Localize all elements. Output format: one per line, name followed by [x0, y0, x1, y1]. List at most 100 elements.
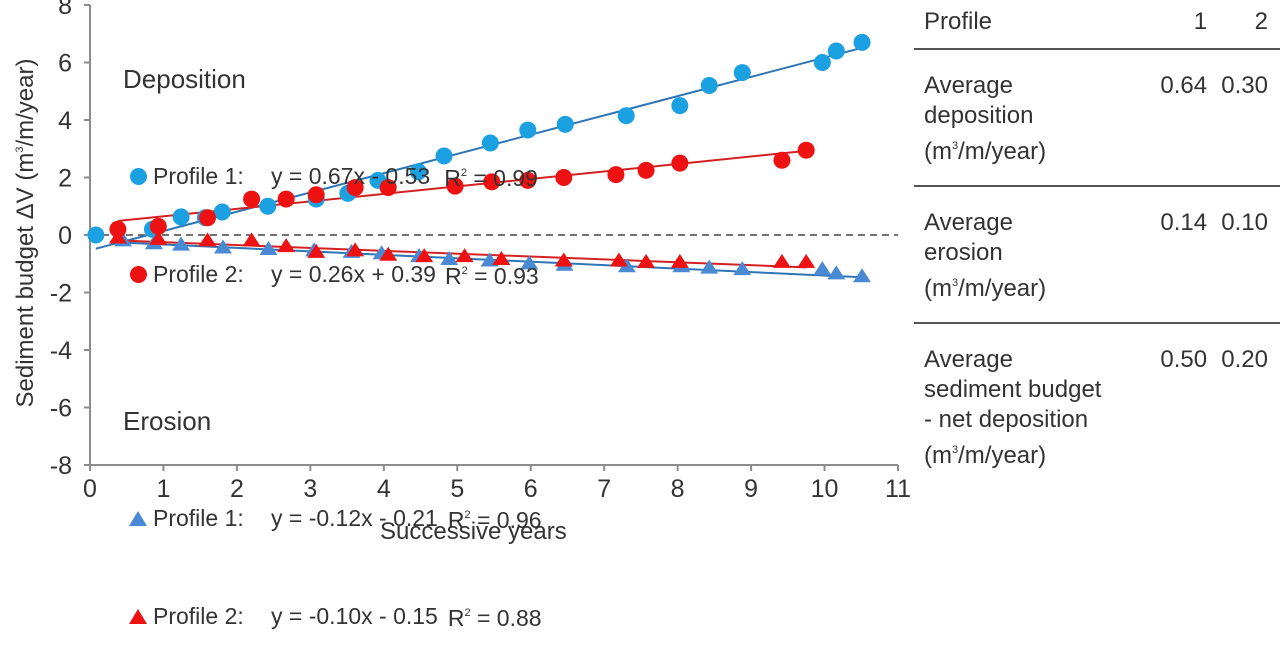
legend-item-deposition-profile-2: Profile 2: y = 0.26x + 0.39 R2 = 0.93 [123, 256, 539, 292]
data-point [554, 252, 573, 267]
row-value-profile-1: 0.50 [1160, 346, 1208, 373]
data-point [109, 220, 127, 238]
x-tick-label: 4 [377, 475, 391, 503]
data-point [700, 259, 719, 274]
data-point [733, 64, 751, 82]
x-tick-label: 9 [744, 475, 758, 503]
data-point [671, 97, 689, 115]
data-point [637, 253, 656, 268]
data-point [607, 166, 625, 184]
data-point [172, 236, 191, 251]
legend-r2: R2 = 0.88 [447, 605, 542, 631]
y-tick-label: 6 [58, 50, 72, 78]
data-point [199, 209, 217, 227]
table-row-average-erosion: Average erosion (m3/m/year) 0.14 0.10 [914, 186, 1280, 324]
y-tick-label: -4 [50, 337, 72, 365]
data-point [827, 265, 846, 280]
row-label: Average deposition (m3/m/year) [914, 49, 1141, 187]
x-tick-label: 8 [671, 475, 685, 503]
blue-circle-marker-icon [129, 167, 147, 185]
x-tick-label: 11 [885, 475, 910, 503]
legend-r2: R2 = 0.96 [447, 507, 542, 533]
data-point [797, 253, 816, 268]
data-point [379, 246, 398, 261]
red-circle-marker-icon [129, 265, 147, 283]
y-tick-label: 0 [58, 222, 72, 250]
legend-label: Profile 1: [153, 504, 244, 531]
data-point [243, 190, 261, 208]
data-point [213, 239, 232, 254]
table-header-row: Profile 1 2 [914, 2, 1280, 50]
row-value-profile-2: 0.10 [1207, 186, 1280, 324]
data-point [87, 226, 105, 244]
data-point [700, 77, 718, 94]
data-point [455, 248, 474, 263]
data-point [277, 190, 295, 208]
series-deposition-profile-2 [109, 141, 815, 238]
data-point [259, 240, 278, 255]
legend-r2: R2 = 0.99 [444, 165, 538, 191]
table-header-label: Profile [914, 2, 1141, 50]
data-point [213, 203, 231, 221]
legend-title-erosion: Erosion [123, 406, 212, 436]
data-point [435, 147, 453, 165]
x-tick-label: 3 [303, 475, 317, 503]
legend-equation: y = -0.10x - 0.15 [271, 602, 438, 629]
data-point [670, 253, 689, 268]
y-tick-label: -6 [50, 395, 72, 423]
data-point [827, 42, 845, 60]
data-point [346, 242, 365, 257]
data-point [555, 169, 573, 186]
legend-label: Profile 2: [153, 602, 244, 629]
data-point [346, 179, 364, 197]
scatter-chart: -8 -6 -4 -2 0 2 4 6 8 0 1 2 3 4 5 6 7 8 9 10 11 [50, 0, 910, 503]
row-value-profile-1: 0.64 [1140, 49, 1208, 187]
row-value-profile-2: 0.30 [1207, 49, 1280, 187]
data-point [772, 253, 791, 268]
data-point [797, 141, 815, 159]
x-tick-label: 0 [83, 475, 97, 503]
legend-title-deposition: Deposition [123, 64, 246, 94]
legend-r2: R2 = 0.93 [444, 263, 539, 289]
y-tick-label: -2 [50, 280, 72, 308]
y-tick-label: -8 [50, 452, 72, 480]
x-tick-label: 7 [597, 475, 611, 503]
data-point [440, 251, 459, 266]
data-point [813, 261, 832, 276]
data-point [609, 252, 628, 267]
legend-equation: y = 0.67x - 0.53 [271, 162, 431, 189]
data-point [149, 217, 167, 235]
data-point [446, 177, 464, 195]
data-point [519, 121, 537, 139]
data-point [149, 230, 168, 245]
data-point [637, 161, 655, 179]
data-points [87, 33, 872, 283]
legend-erosion: Erosion Profile 1: y = -0.12x - 0.21 R2 … [123, 344, 542, 665]
data-point [277, 238, 296, 253]
y-tick-label: 2 [58, 165, 72, 193]
table-row-average-sediment-budget: Average sediment budget - net deposition… [914, 323, 1280, 489]
legend-deposition: Deposition Profile 1: y = 0.67x - 0.53 R… [123, 2, 539, 323]
data-point [773, 151, 791, 169]
row-value-profile-2: 0.20 [1221, 346, 1268, 373]
x-tick-label: 1 [157, 475, 171, 503]
data-point [481, 134, 499, 152]
data-point [483, 173, 501, 191]
series-erosion-profile-2 [108, 229, 816, 268]
data-point [172, 208, 190, 226]
data-point [617, 107, 635, 125]
data-point [242, 232, 261, 247]
legend-equation: y = 0.26x + 0.39 [271, 260, 436, 287]
data-point [307, 186, 325, 204]
row-value-profile-1: 0.14 [1140, 186, 1208, 324]
row-label: Average erosion (m3/m/year) [914, 186, 1141, 324]
data-point [198, 232, 217, 247]
table-row-average-deposition: Average deposition (m3/m/year) 0.64 0.30 [914, 49, 1280, 187]
legend-item-deposition-profile-1: Profile 1: y = 0.67x - 0.53 R2 = 0.99 [123, 158, 539, 194]
legend-label: Profile 2: [153, 260, 244, 287]
data-point [519, 171, 537, 189]
data-point [520, 255, 539, 270]
y-tick-label: 4 [58, 107, 72, 135]
data-point [853, 33, 871, 51]
legend-item-erosion-profile-2: Profile 2: y = -0.10x - 0.15 R2 = 0.88 [123, 598, 542, 634]
